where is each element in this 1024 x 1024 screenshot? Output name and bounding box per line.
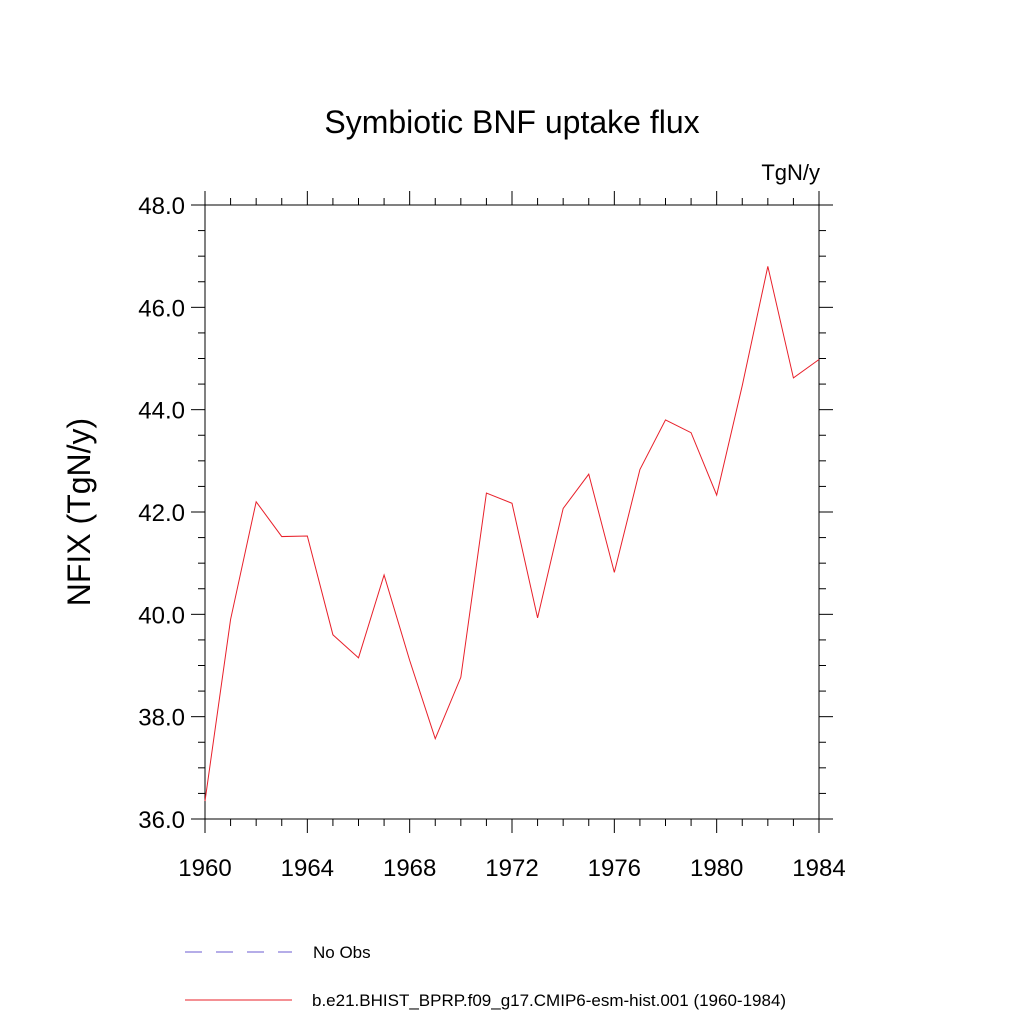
units-label: TgN/y — [761, 160, 820, 185]
x-tick-label: 1964 — [281, 855, 334, 882]
y-tick-label: 48.0 — [138, 193, 185, 220]
x-tick-label: 1976 — [588, 855, 641, 882]
y-tick-label: 42.0 — [138, 500, 185, 527]
x-tick-label: 1984 — [792, 855, 845, 882]
y-tick-label: 36.0 — [138, 807, 185, 834]
legend-label-0: No Obs — [313, 943, 371, 962]
x-tick-label: 1980 — [690, 855, 743, 882]
x-tick-label: 1968 — [383, 855, 436, 882]
x-tick-label: 1972 — [485, 855, 538, 882]
y-tick-label: 38.0 — [138, 705, 185, 732]
y-tick-label: 40.0 — [138, 602, 185, 629]
series-line-1 — [204, 266, 820, 802]
legend: No Obs b.e21.BHIST_BPRP.f09_g17.CMIP6-esm… — [185, 943, 786, 1010]
plot-frame — [204, 204, 820, 820]
chart-title: Symbiotic BNF uptake flux — [324, 104, 699, 140]
y-tick-label: 46.0 — [138, 295, 185, 322]
legend-label-1: b.e21.BHIST_BPRP.f09_g17.CMIP6-esm-hist.… — [312, 991, 786, 1010]
plot-area: 1960 1964 1968 1972 1976 1980 1984 36.0 38.0 40.0… — [138, 191, 846, 882]
y-tick-label: 44.0 — [138, 398, 185, 425]
x-tick-label: 1960 — [178, 855, 231, 882]
y-axis-label: NFIX (TgN/y) — [61, 418, 97, 606]
